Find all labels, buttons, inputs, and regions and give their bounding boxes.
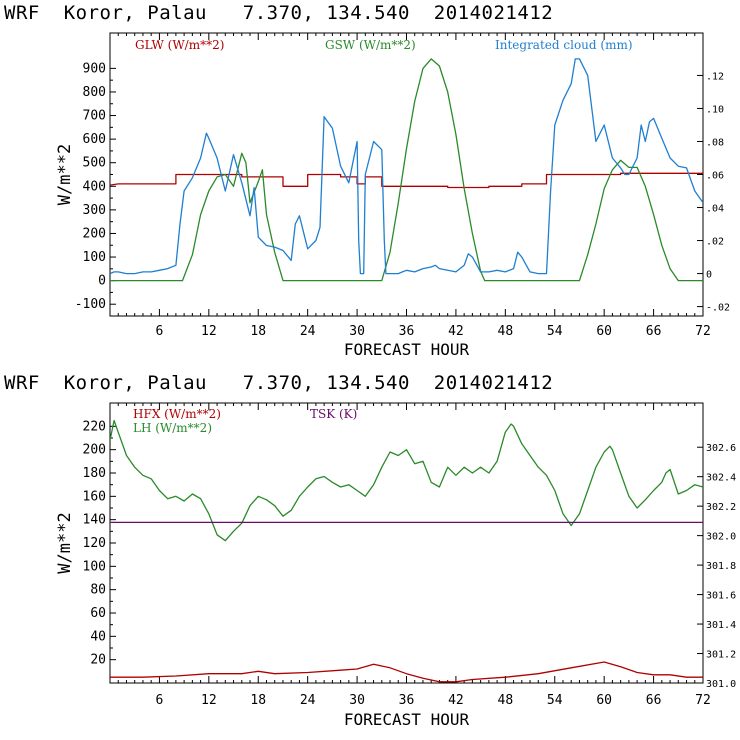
chart-title-bottom: WRF Koror, Palau 7.370, 134.540 20140214… bbox=[4, 372, 554, 394]
y2-tick-label: .10 bbox=[706, 104, 724, 115]
x-tick-label: 72 bbox=[695, 324, 711, 339]
legend-entry-0: GLW (W/m**2) bbox=[135, 38, 224, 52]
y-tick-label: 600 bbox=[83, 132, 106, 147]
legend-entry-1: GSW (W/m**2) bbox=[325, 38, 416, 52]
y-tick-label: 0 bbox=[98, 274, 106, 289]
y-tick-label: 20 bbox=[90, 653, 106, 668]
x-tick-label: 48 bbox=[498, 324, 514, 339]
x-axis-label: FORECAST HOUR bbox=[344, 710, 470, 729]
x-tick-label: 18 bbox=[250, 693, 266, 708]
x-tick-label: 24 bbox=[300, 324, 316, 339]
series-line-1 bbox=[110, 58, 703, 282]
x-tick-label: 42 bbox=[448, 324, 464, 339]
y-tick-label: 140 bbox=[83, 513, 106, 528]
x-axis-label: FORECAST HOUR bbox=[344, 340, 470, 359]
x-tick-label: 18 bbox=[250, 324, 266, 339]
series-line-0 bbox=[110, 172, 703, 189]
legend-entry-1: LH (W/m**2) bbox=[133, 421, 212, 435]
y-tick-label: 160 bbox=[83, 489, 106, 504]
x-tick-label: 60 bbox=[596, 324, 612, 339]
x-tick-label: 6 bbox=[156, 324, 164, 339]
x-tick-label: 66 bbox=[646, 693, 662, 708]
x-tick-label: 54 bbox=[547, 693, 563, 708]
y2-tick-label: 301.8 bbox=[706, 561, 736, 572]
y2-tick-label: 0 bbox=[706, 270, 712, 281]
series-line-0 bbox=[110, 661, 703, 683]
plot-frame bbox=[109, 402, 704, 684]
series-line-1 bbox=[110, 419, 703, 542]
legend-entry-2: TSK (K) bbox=[310, 407, 357, 421]
y-tick-label: 300 bbox=[83, 203, 106, 218]
y-axis-label: W/m**2 bbox=[55, 144, 75, 205]
y2-tick-label: .08 bbox=[706, 137, 724, 148]
x-tick-label: 48 bbox=[498, 693, 514, 708]
y-tick-label: 200 bbox=[83, 443, 106, 458]
x-tick-label: 12 bbox=[201, 324, 217, 339]
y-tick-label: 500 bbox=[83, 156, 106, 171]
x-tick-label: 72 bbox=[695, 693, 711, 708]
y-tick-label: 800 bbox=[83, 85, 106, 100]
heat-flux-chart: 20 40 60 80 100 120 140 160 180 200 220 301.0 301.2 3… bbox=[55, 402, 736, 729]
y2-tick-label: 301.2 bbox=[706, 650, 736, 661]
x-tick-label: 36 bbox=[399, 693, 415, 708]
y2-tick-label: 301.4 bbox=[706, 620, 736, 631]
y-axis-label: W/m**2 bbox=[55, 512, 75, 573]
y-tick-label: -100 bbox=[75, 297, 106, 312]
x-tick-label: 36 bbox=[399, 324, 415, 339]
y2-tick-label: .12 bbox=[706, 71, 724, 82]
y-tick-label: 220 bbox=[83, 419, 106, 434]
y2-tick-label: 302.0 bbox=[706, 532, 736, 543]
x-tick-label: 54 bbox=[547, 324, 563, 339]
y-tick-label: 400 bbox=[83, 179, 106, 194]
y-tick-label: 900 bbox=[83, 61, 106, 76]
radiation-cloud-chart: -100 0 100 200 300 400 500 600 700 800 900 -.02 0 .02… bbox=[55, 32, 730, 359]
legend-entry-2: Integrated cloud (mm) bbox=[495, 38, 633, 52]
y-tick-label: 700 bbox=[83, 109, 106, 124]
x-tick-label: 30 bbox=[349, 324, 365, 339]
chart-title-top: WRF Koror, Palau 7.370, 134.540 20140214… bbox=[4, 2, 554, 24]
y2-tick-label: -.02 bbox=[706, 303, 730, 314]
y2-tick-label: 301.6 bbox=[706, 591, 736, 602]
x-tick-label: 24 bbox=[300, 693, 316, 708]
y2-tick-label: .02 bbox=[706, 237, 724, 248]
y2-tick-label: .04 bbox=[706, 204, 724, 215]
x-tick-label: 6 bbox=[156, 693, 164, 708]
x-tick-label: 66 bbox=[646, 324, 662, 339]
x-tick-label: 60 bbox=[596, 693, 612, 708]
legend-entry-0: HFX (W/m**2) bbox=[133, 407, 221, 421]
y2-tick-label: 302.4 bbox=[706, 473, 736, 484]
y2-tick-label: 302.6 bbox=[706, 443, 736, 454]
y-tick-label: 100 bbox=[83, 250, 106, 265]
y-tick-label: 100 bbox=[83, 559, 106, 574]
x-tick-label: 12 bbox=[201, 693, 217, 708]
y-tick-label: 180 bbox=[83, 466, 106, 481]
series-line-2 bbox=[110, 58, 703, 275]
y-tick-label: 60 bbox=[90, 606, 106, 621]
x-tick-label: 42 bbox=[448, 693, 464, 708]
y-tick-label: 120 bbox=[83, 536, 106, 551]
x-tick-label: 30 bbox=[349, 693, 365, 708]
y2-tick-label: 301.0 bbox=[706, 679, 736, 690]
y-tick-label: 80 bbox=[90, 583, 106, 598]
y-tick-label: 200 bbox=[83, 226, 106, 241]
y2-tick-label: .06 bbox=[706, 171, 724, 182]
y-tick-label: 40 bbox=[90, 629, 106, 644]
y2-tick-label: 302.2 bbox=[706, 502, 736, 513]
